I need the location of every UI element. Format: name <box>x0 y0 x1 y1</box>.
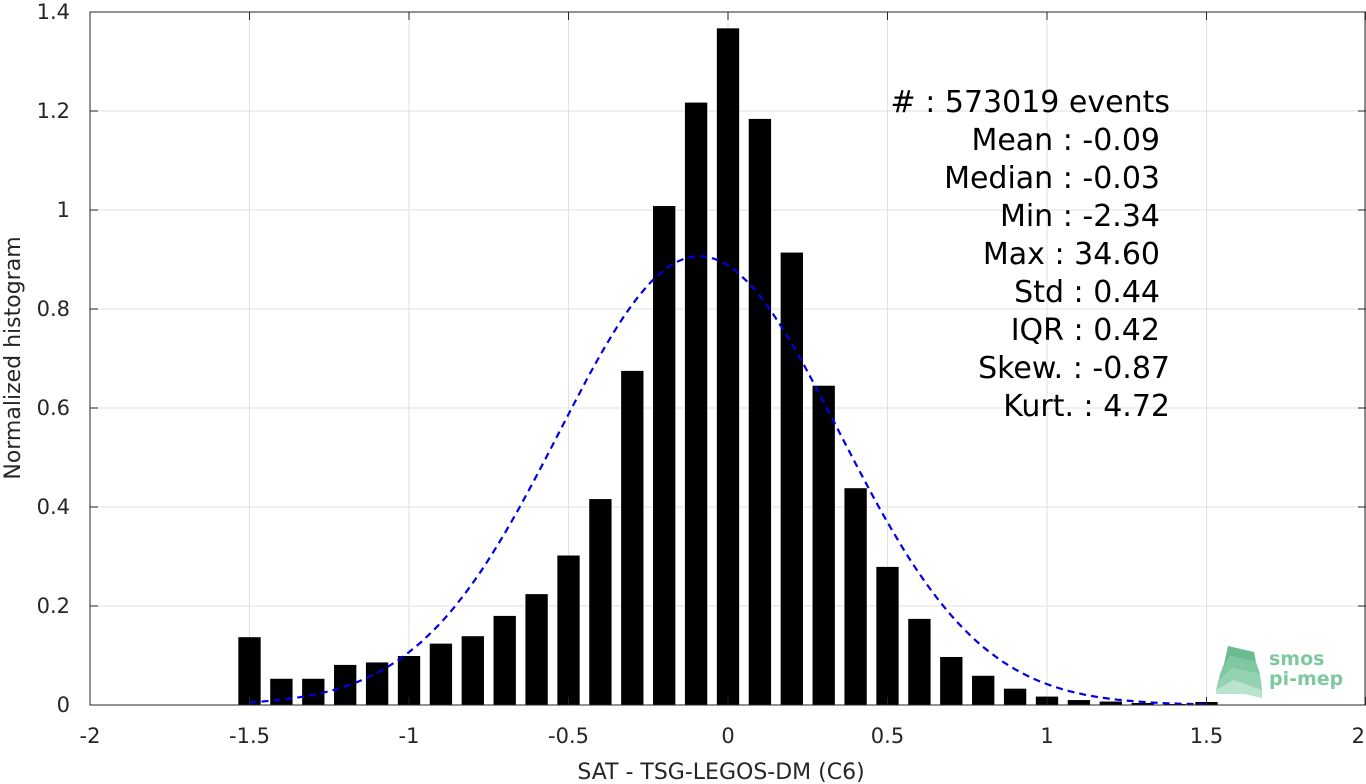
logo-graphic <box>1216 646 1262 698</box>
stat-min: Min : -2.34 <box>1000 199 1160 234</box>
histogram-bar <box>940 656 963 705</box>
y-tick-label: 1.2 <box>37 99 70 123</box>
y-tick-label: 1.4 <box>37 0 70 24</box>
x-tick-label: 0.5 <box>871 724 904 748</box>
histogram-bar <box>716 28 740 705</box>
histogram-bars <box>238 28 1218 706</box>
histogram-bar <box>972 675 995 705</box>
histogram-bar <box>621 370 644 705</box>
y-tick-label: 0.8 <box>37 297 70 321</box>
y-tick-label: 1 <box>57 198 70 222</box>
y-tick-labels: 0 0.2 0.4 0.6 0.8 1 1.2 1.4 <box>37 0 70 717</box>
histogram-bar <box>334 664 357 705</box>
histogram-bar <box>238 637 261 705</box>
logo-text-smos: smos <box>1269 648 1324 670</box>
histogram-bar <box>684 102 708 705</box>
y-tick-label: 0 <box>57 693 70 717</box>
histogram-bar <box>653 206 676 706</box>
histogram-bar <box>1067 700 1091 705</box>
x-tick-label: -0.5 <box>548 724 589 748</box>
y-tick-label: 0.6 <box>37 396 70 420</box>
stat-skew: Skew. : -0.87 <box>978 351 1170 386</box>
histogram-bar <box>1099 701 1122 705</box>
y-tick-label: 0.4 <box>37 495 70 519</box>
histogram-bar <box>525 594 548 705</box>
stat-mean: Mean : -0.09 <box>971 123 1160 158</box>
histogram-bar <box>844 488 867 705</box>
axis-ticks <box>89 11 1366 706</box>
gaussian-fit-curve <box>249 255 1207 706</box>
histogram-bar <box>589 499 612 705</box>
y-tick-label: 0.2 <box>37 594 70 618</box>
x-tick-label: -2 <box>80 724 101 748</box>
stat-iqr: IQR : 0.42 <box>1011 313 1160 348</box>
histogram-bar <box>397 655 421 705</box>
histogram-bar <box>1003 688 1027 705</box>
x-tick-labels: -2 -1.5 -1 -0.5 0 0.5 1 1.5 2 <box>80 724 1365 748</box>
histogram-bar <box>461 636 484 705</box>
histogram-bar <box>812 385 835 705</box>
x-tick-label: 1 <box>1040 724 1053 748</box>
x-axis-label: SAT - TSG-LEGOS-DM (C6) <box>577 760 864 784</box>
stat-median: Median : -0.03 <box>944 161 1160 196</box>
x-tick-label: 2 <box>1352 724 1365 748</box>
histogram-bar <box>1131 703 1154 705</box>
stat-kurt: Kurt. : 4.72 <box>1003 389 1170 424</box>
histogram-bar <box>429 643 453 705</box>
x-tick-label: -1 <box>399 724 420 748</box>
logo-text-pi-mep: pi-mep <box>1269 668 1343 690</box>
histogram-bar <box>908 618 931 705</box>
histogram-bar <box>876 566 899 705</box>
histogram-bar <box>748 118 772 706</box>
smos-pi-mep-logo: smos pi-mep <box>1216 646 1343 698</box>
stat-max: Max : 34.60 <box>983 237 1160 272</box>
histogram-bar <box>302 678 325 705</box>
histogram-bar <box>493 615 516 705</box>
x-tick-label: 1.5 <box>1190 724 1223 748</box>
histogram-bar <box>365 662 389 705</box>
stat-events: # : 573019 events <box>891 85 1170 120</box>
histogram-bar <box>557 555 580 705</box>
stats-annotations: # : 573019 events Mean : -0.09 Median : … <box>891 85 1170 424</box>
y-axis-label: Normalized histogram <box>1 236 26 479</box>
stat-std: Std : 0.44 <box>1014 275 1160 310</box>
x-tick-label: -1.5 <box>229 724 270 748</box>
x-tick-label: 0 <box>721 724 734 748</box>
histogram-bar <box>780 252 803 705</box>
